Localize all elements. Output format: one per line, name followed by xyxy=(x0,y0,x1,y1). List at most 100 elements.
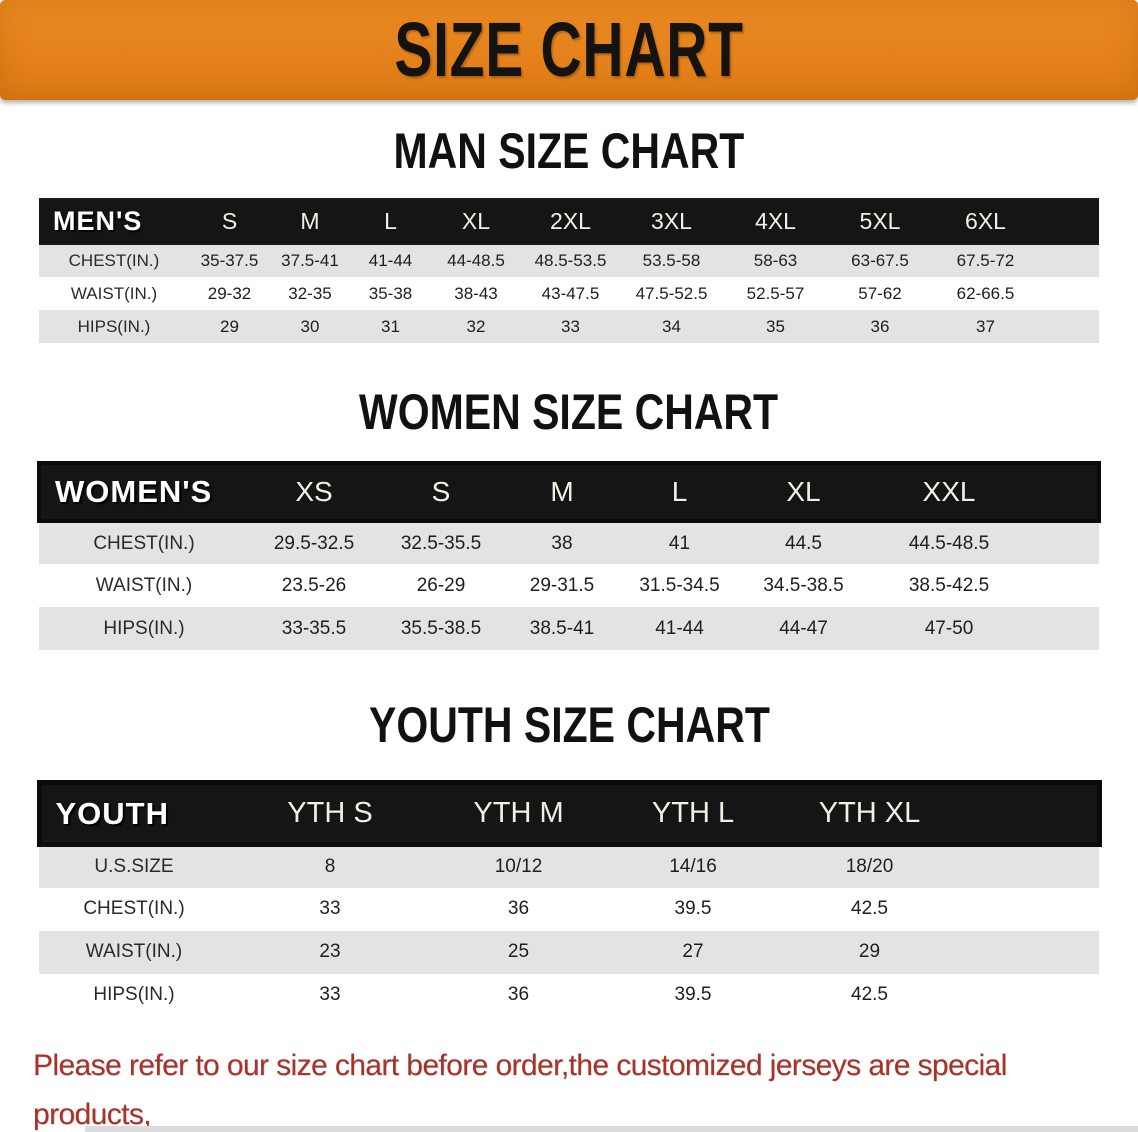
filler-cell xyxy=(1029,607,1099,650)
column-header: 5XL xyxy=(859,208,901,234)
cell: 41 xyxy=(668,532,691,554)
cell: 41-44 xyxy=(368,251,413,270)
cell: 33-35.5 xyxy=(281,617,347,639)
cell: 29-32 xyxy=(207,283,252,303)
filler-cell xyxy=(1039,277,1099,310)
row-label: WAIST(IN.) xyxy=(70,283,158,303)
table-corner-label: MEN'S xyxy=(53,206,143,236)
table-row: CHEST(IN.) 35-37.5 37.5-41 41-44 44-48.5 48.5… xyxy=(39,244,1099,277)
cell: 39.5 xyxy=(674,898,712,919)
cell: 23 xyxy=(319,941,341,962)
cell: 31.5-34.5 xyxy=(639,574,720,596)
table-row: HIPS(IN.) 33-35.5 35.5-38.5 38.5-41 41-44 44-… xyxy=(39,607,1099,650)
cell: 36 xyxy=(870,316,890,336)
cell: 34.5-38.5 xyxy=(763,574,844,596)
women-size-table: WOMEN'S XS S M L XL XXL CHEST(IN.) 29.5-32.5 32.… xyxy=(37,461,1101,650)
cell: 44-47 xyxy=(779,617,828,639)
column-header: S xyxy=(221,208,238,234)
filler-cell xyxy=(1039,310,1099,343)
table-row: WAIST(IN.) 23.5-26 26-29 29-31.5 31.5-34.5 34… xyxy=(39,564,1099,607)
table-row: HIPS(IN.) 29 30 31 32 33 34 35 36 37 xyxy=(39,310,1099,343)
cell: 18/20 xyxy=(845,856,894,878)
column-header: 3XL xyxy=(651,208,692,234)
table-row: WAIST(IN.) 23 25 27 29 xyxy=(39,930,1099,974)
row-label: HIPS(IN.) xyxy=(103,617,185,639)
cell: 23.5-26 xyxy=(281,574,347,596)
column-header: YTH L xyxy=(651,797,735,829)
filler-cell xyxy=(1029,564,1099,607)
row-label: CHEST(IN.) xyxy=(68,251,160,270)
column-header: 4XL xyxy=(755,208,796,234)
cell: 63-67.5 xyxy=(851,251,909,270)
row-label: WAIST(IN.) xyxy=(85,941,183,962)
cell: 32.5-35.5 xyxy=(400,532,482,554)
cell: 47-50 xyxy=(924,617,974,639)
cell: 33 xyxy=(561,316,580,336)
cell: 35-38 xyxy=(368,283,413,303)
filler-cell xyxy=(959,974,1099,1017)
filler-cell xyxy=(959,931,1099,974)
table-corner-label: WOMEN'S xyxy=(55,474,213,509)
cell: 38-43 xyxy=(454,283,498,303)
banner-title: SIZE CHART xyxy=(394,6,744,93)
disclaimer-text: Please refer to our size chart before or… xyxy=(29,1041,1109,1132)
cell: 44-48.5 xyxy=(447,251,505,270)
disclaimer-line-1: Please refer to our size chart before or… xyxy=(33,1048,1007,1131)
cell: 37.5-41 xyxy=(281,251,339,270)
youth-size-table: YOUTH YTH S YTH M YTH L YTH XL U.S.SIZE 8 10/1… xyxy=(37,780,1102,1017)
cell: 52.5-57 xyxy=(746,283,805,303)
column-header: YTH XL xyxy=(818,797,921,829)
column-header: M xyxy=(550,476,574,507)
cell: 53.5-58 xyxy=(642,251,701,270)
cell: 32-35 xyxy=(288,283,332,303)
cell: 29-31.5 xyxy=(529,574,595,596)
column-header: S xyxy=(431,476,451,507)
cell: 29 xyxy=(858,941,881,962)
youth-section-title: YOUTH SIZE CHART xyxy=(368,697,770,753)
filler-cell xyxy=(959,783,1099,845)
column-header: XS xyxy=(295,476,333,507)
cell: 38.5-41 xyxy=(529,617,595,639)
women-section-title: WOMEN SIZE CHART xyxy=(359,384,779,440)
column-header: 6XL xyxy=(965,208,1006,234)
cell: 29 xyxy=(220,316,239,336)
table-corner-label: YOUTH xyxy=(55,795,169,831)
filler-cell xyxy=(959,845,1099,888)
filler-cell xyxy=(1029,463,1099,521)
cell: 38.5-42.5 xyxy=(908,574,990,596)
cell: 35.5-38.5 xyxy=(400,617,482,639)
column-header: XL xyxy=(461,208,491,234)
cell: 42.5 xyxy=(851,898,888,919)
cell: 38 xyxy=(551,532,573,554)
row-label: HIPS(IN.) xyxy=(77,316,151,336)
row-label: HIPS(IN.) xyxy=(93,984,175,1005)
column-header: L xyxy=(384,208,397,234)
cell: 57-62 xyxy=(858,283,902,303)
cell: 34 xyxy=(662,316,681,336)
cell: 44.5 xyxy=(785,532,822,554)
table-row: CHEST(IN.) 29.5-32.5 32.5-35.5 38 41 44.5 44.5… xyxy=(39,521,1099,564)
size-chart-banner: SIZE CHART xyxy=(0,0,1138,100)
cell: 58-63 xyxy=(753,251,798,270)
table-row: U.S.SIZE 8 10/12 14/16 18/20 xyxy=(39,844,1099,888)
column-header: YTH S xyxy=(287,797,373,829)
cell: 31 xyxy=(381,316,400,336)
cell: 26-29 xyxy=(416,574,466,596)
column-header: XXL xyxy=(922,476,976,507)
column-header: YTH M xyxy=(473,797,564,829)
cell: 35-37.5 xyxy=(200,251,259,270)
cell: 43-47.5 xyxy=(541,283,600,303)
cell: 8 xyxy=(324,856,336,878)
row-label: CHEST(IN.) xyxy=(93,532,195,554)
cell: 25 xyxy=(507,941,530,962)
row-label: WAIST(IN.) xyxy=(95,574,193,596)
filler-cell xyxy=(959,888,1099,931)
cell: 36 xyxy=(507,984,530,1005)
cell: 33 xyxy=(319,898,341,919)
filler-cell xyxy=(1029,521,1099,564)
cell: 27 xyxy=(682,941,704,962)
row-label: CHEST(IN.) xyxy=(83,898,185,919)
table-row: WAIST(IN.) 29-32 32-35 35-38 38-43 43-47.5 47.… xyxy=(39,277,1099,310)
cell: 37 xyxy=(976,316,995,336)
cell: 35 xyxy=(766,316,785,336)
